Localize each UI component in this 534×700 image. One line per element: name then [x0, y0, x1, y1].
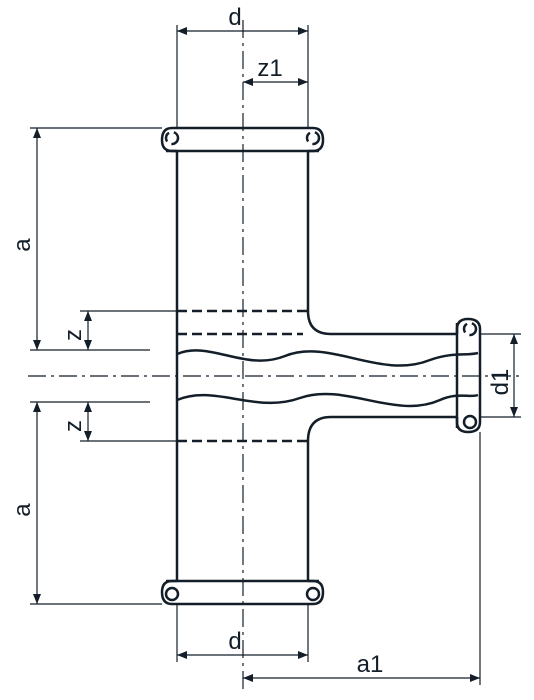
label-d-top: d [228, 4, 241, 31]
fitting-outline [162, 128, 480, 604]
label-a1: a1 [357, 651, 384, 678]
label-d1: d1 [487, 369, 514, 396]
label-d-bottom: d [228, 628, 241, 655]
label-a-lower: a [9, 503, 36, 517]
label-a-upper: a [9, 238, 36, 252]
label-z-upper: z [60, 329, 87, 341]
tee-fitting-drawing: d z1 a a z z d a1 d1 [0, 0, 534, 700]
label-z-lower: z [60, 420, 87, 432]
break-lines [177, 350, 478, 406]
dimension-labels: d z1 a a z z d a1 d1 [9, 4, 514, 678]
label-z1: z1 [257, 55, 282, 82]
